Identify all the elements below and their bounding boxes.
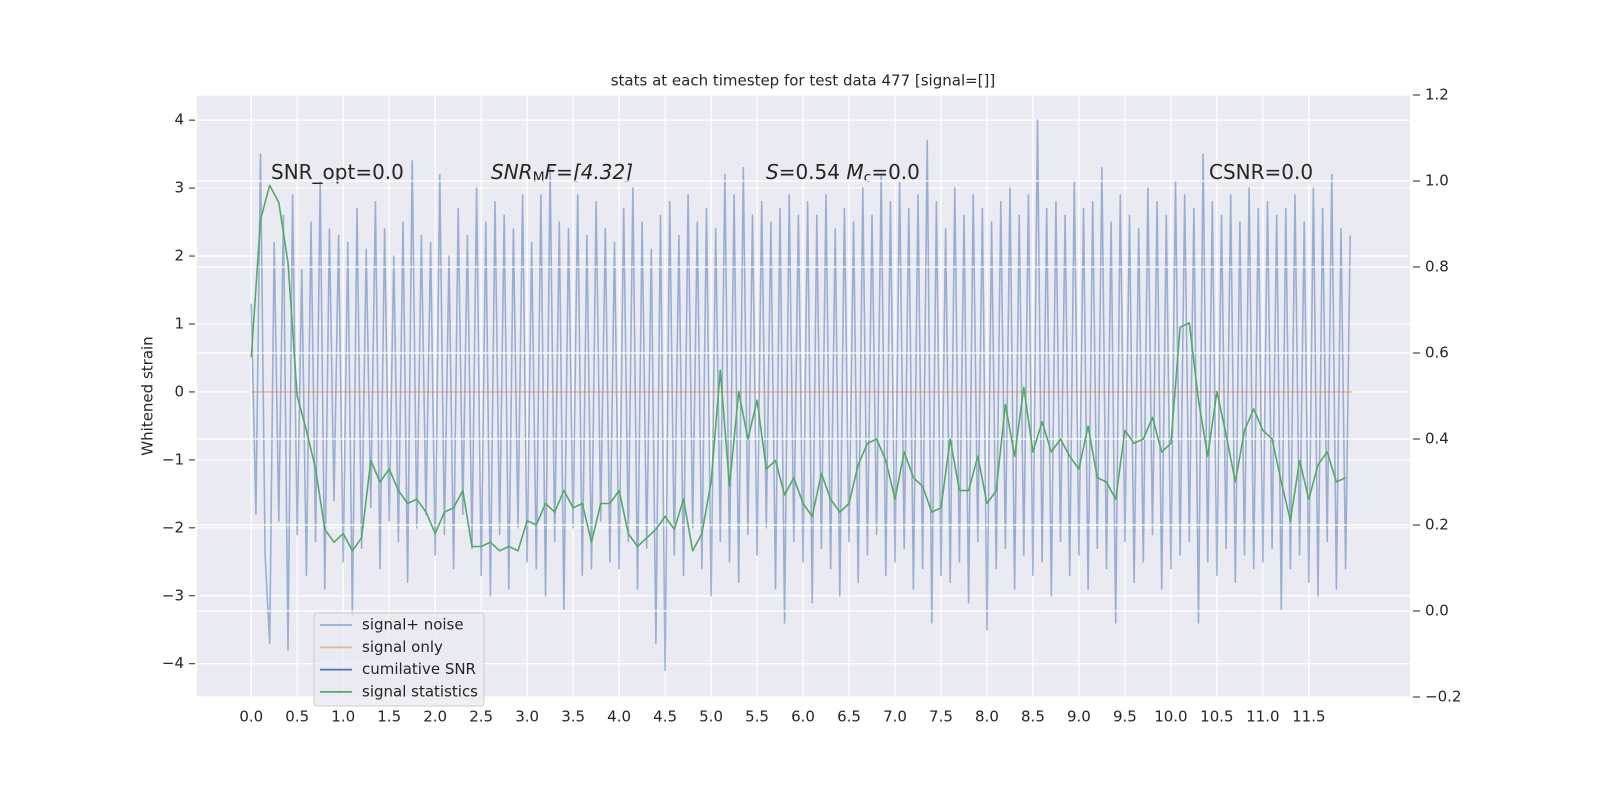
series-line (250, 119, 1351, 672)
x-tick-label: 8.0 (975, 708, 999, 726)
x-tick-label: 10.5 (1200, 708, 1233, 726)
y-tick-label: −3 (162, 586, 184, 604)
y-tick-label: 4 (174, 111, 184, 129)
y2-tick-label: −0.2 (1425, 688, 1461, 706)
annotation-part: =0.54 (779, 160, 847, 184)
annotation-part: F=[4.32] (545, 160, 633, 184)
x-tick-label: 1.5 (377, 708, 401, 726)
x-tick-label: 11.5 (1292, 708, 1325, 726)
annotation-part: =0.0 (871, 160, 920, 184)
annotation-part: SNR_opt=0.0 (271, 160, 404, 184)
y-tick-label: −2 (162, 518, 184, 536)
y2-tick-label: 0.8 (1425, 258, 1449, 276)
x-tick-label: 6.0 (791, 708, 815, 726)
x-tick-label: 2.0 (423, 708, 447, 726)
x-tick-label: 4.0 (607, 708, 631, 726)
annotation: SNR_opt=0.0 (271, 160, 404, 184)
x-tick-label: 3.5 (561, 708, 585, 726)
annotation: SNRMF=[4.32] (491, 160, 633, 187)
x-tick-label: 0.5 (285, 708, 309, 726)
annotation-part: M (533, 170, 545, 186)
y-tick-label: 0 (174, 382, 184, 400)
y-tick-label: 3 (174, 179, 184, 197)
annotation-part: c (864, 170, 872, 186)
x-tick-label: 7.5 (929, 708, 953, 726)
x-tick-label: 9.5 (1113, 708, 1137, 726)
legend-label: signal only (362, 638, 443, 656)
legend-label: signal statistics (362, 682, 478, 700)
x-tick-label: 9.0 (1067, 708, 1091, 726)
y2-tick-label: 1.2 (1425, 86, 1449, 104)
x-tick-label: 10.0 (1154, 708, 1187, 726)
annotation-part: S (766, 160, 779, 184)
x-tick-label: 4.5 (653, 708, 677, 726)
x-tick-label: 7.0 (883, 708, 907, 726)
y-tick-label: −1 (162, 450, 184, 468)
y2-tick-label: 0.0 (1425, 602, 1449, 620)
x-tick-label: 5.0 (699, 708, 723, 726)
y2-tick-label: 0.6 (1425, 344, 1449, 362)
annotation-part: SNR (491, 160, 533, 184)
y-tick-label: 1 (174, 314, 184, 332)
y2-tick-label: 1.0 (1425, 172, 1449, 190)
y2-tick-label: 0.4 (1425, 430, 1449, 448)
y-tick-label: 2 (174, 247, 184, 265)
x-tick-label: 2.5 (469, 708, 493, 726)
series-line (250, 184, 1346, 552)
y2-tick-label: 0.2 (1425, 516, 1449, 534)
annotation: S=0.54 Mc=0.0 (766, 160, 920, 187)
legend-box (313, 612, 485, 707)
x-tick-label: 8.5 (1021, 708, 1045, 726)
x-tick-label: 11.0 (1246, 708, 1279, 726)
annotation: CSNR=0.0 (1209, 160, 1313, 184)
annotation-part: CSNR=0.0 (1209, 160, 1313, 184)
x-tick-label: 0.0 (239, 708, 263, 726)
x-tick-label: 3.0 (515, 708, 539, 726)
y-axis-label: Whitened strain (139, 336, 157, 455)
annotation-part: M (846, 160, 863, 184)
legend-label: signal+ noise (362, 616, 464, 634)
x-tick-label: 6.5 (837, 708, 861, 726)
x-tick-label: 5.5 (745, 708, 769, 726)
x-tick-label: 1.0 (331, 708, 355, 726)
y-tick-label: −4 (162, 654, 184, 672)
legend-label: cumilative SNR (362, 660, 476, 678)
chart-title: stats at each timestep for test data 477… (611, 72, 996, 90)
